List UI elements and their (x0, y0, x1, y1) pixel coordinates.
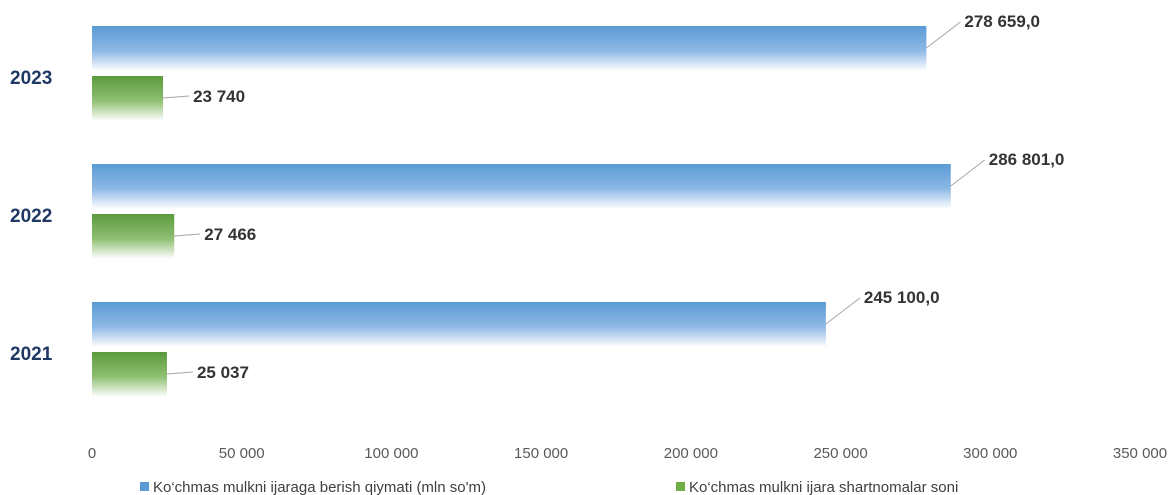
legend-swatch (140, 482, 149, 491)
tick-label: 150 000 (514, 445, 568, 462)
category-labels: 2023 2022 2021 (10, 68, 53, 365)
bar (92, 302, 826, 347)
bar (92, 76, 164, 121)
x-axis-ticks: 0 50 000 100 000 150 000 200 000 250 000 300 0… (88, 445, 1167, 462)
leader-line (950, 159, 986, 187)
tick-label: 350 000 (1113, 445, 1167, 462)
data-label: 27 466 (204, 225, 256, 244)
tick-label: 0 (88, 445, 96, 462)
bar (92, 352, 167, 397)
data-label: 286 801,0 (989, 150, 1065, 169)
data-label: 245 100,0 (864, 288, 940, 307)
bar (92, 164, 951, 209)
legend: Ko‘chmas mulkni ijaraga berish qiymati (… (140, 479, 958, 495)
leader-line (825, 297, 861, 325)
bar (92, 214, 175, 259)
bars: 278 659,0 23 740 286 801,0 27 466 245 100,0 2… (92, 12, 1064, 397)
category-label: 2021 (10, 344, 53, 365)
tick-label: 250 000 (813, 445, 867, 462)
category-label: 2023 (10, 68, 52, 89)
legend-entry: Ko‘chmas mulkni ijaraga berish qiymati (… (153, 479, 486, 495)
tick-label: 100 000 (364, 445, 418, 462)
leader-line (174, 233, 201, 237)
bar (92, 26, 927, 71)
leader-line (926, 21, 961, 49)
legend-swatch (676, 482, 685, 491)
leader-line (163, 95, 190, 99)
data-label: 23 740 (193, 87, 245, 106)
data-label: 25 037 (197, 363, 249, 382)
tick-label: 50 000 (219, 445, 265, 462)
tick-label: 200 000 (664, 445, 718, 462)
leader-line (166, 371, 194, 375)
data-label: 278 659,0 (964, 12, 1040, 31)
legend-entry: Ko‘chmas mulkni ijara shartnomalar soni (689, 479, 958, 495)
tick-label: 300 000 (963, 445, 1017, 462)
category-label: 2022 (10, 206, 52, 227)
